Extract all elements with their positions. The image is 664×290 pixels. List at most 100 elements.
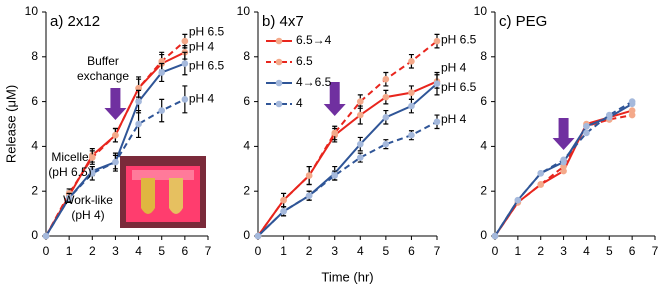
x-tick-label: 6 [408,244,415,258]
data-point [583,122,590,130]
y-tick-label: 0 [243,228,250,242]
annotation: Work-like [63,193,113,207]
legend-label: 6.5→4 [296,33,332,47]
data-point [331,129,339,137]
y-tick-label: 8 [31,49,38,63]
legend-label: 4 [296,96,303,110]
x-tick-label: 5 [383,244,390,258]
panel-title: b) 4x7 [262,13,304,30]
y-tick-label: 0 [480,228,487,242]
data-point [537,169,545,177]
data-point [135,120,142,128]
y-tick-label: 2 [31,183,38,197]
x-tick-label: 7 [434,244,441,258]
panel-title: a) 2x12 [50,13,100,30]
x-tick-label: 4 [135,244,142,258]
end-label: pH 6.5 [441,32,477,46]
y-tick-label: 4 [31,139,38,153]
end-label: pH 6.5 [189,59,225,73]
data-point [408,57,415,65]
data-point [181,96,189,103]
data-point [628,98,636,105]
annotation: Buffer [87,54,119,68]
end-label: pH 4 [189,39,215,53]
photo-tube [169,178,183,214]
data-point [158,107,166,114]
data-point [181,37,189,45]
y-tick-label: 0 [31,228,38,242]
data-point [65,194,73,202]
data-point [112,158,119,166]
data-point [88,169,96,177]
buffer-exchange-arrow [104,88,127,120]
x-tick-label: 7 [652,244,659,258]
end-label: pH 6.5 [441,80,477,94]
data-point [382,75,390,83]
y-tick-label: 10 [237,4,251,18]
y-tick-label: 4 [243,139,250,153]
y-axis-label: Release (μM) [3,85,18,163]
end-label: pH 4 [189,92,215,106]
y-tick-label: 10 [25,4,39,18]
data-point [628,111,636,119]
end-label: pH 4 [441,112,467,126]
data-point [382,113,390,121]
end-label: pH 4 [441,61,467,75]
y-tick-label: 10 [474,4,488,18]
x-tick-label: 1 [515,244,522,258]
data-point [181,60,189,67]
data-point [254,232,262,240]
end-label: pH 6.5 [189,24,225,38]
buffer-exchange-arrow [323,82,346,116]
data-point [305,172,313,179]
data-point [356,140,364,148]
y-tick-label: 4 [480,139,487,153]
data-point [305,192,313,199]
x-tick-label: 6 [629,244,636,258]
data-point [605,111,613,119]
panel-title: c) PEG [499,13,547,30]
annotation: Micelle [51,150,89,164]
y-tick-label: 2 [480,183,487,197]
data-point [583,129,590,137]
x-tick-label: 4 [583,244,590,258]
x-tick-label: 7 [205,244,212,258]
x-tick-label: 6 [182,244,189,258]
data-point [560,156,567,164]
series-line [257,120,438,237]
data-point [514,196,522,204]
annotation: (pH 6.5) [48,165,91,179]
data-point [433,80,441,87]
data-point [280,208,287,215]
legend-label: 4→6.5 [296,75,332,89]
data-point [356,111,364,119]
x-tick-label: 0 [43,244,50,258]
data-point [537,181,545,188]
data-point [42,232,50,240]
data-point [408,89,415,96]
y-tick-label: 8 [243,49,250,63]
data-point [158,69,166,76]
data-point [331,172,339,179]
inset-photo [120,156,206,228]
data-point [135,98,142,105]
x-tick-label: 1 [66,244,73,258]
data-point [88,154,96,161]
y-tick-label: 6 [480,94,487,108]
y-tick-label: 6 [31,94,38,108]
photo-rack-top [132,170,194,180]
data-point [382,140,390,148]
photo-tube [141,178,155,214]
data-point [382,93,390,101]
y-tick-label: 8 [480,49,487,63]
data-point [408,102,415,110]
buffer-exchange-arrow [552,118,575,150]
data-point [280,196,287,204]
series-line [257,80,438,237]
x-tick-label: 4 [357,244,364,258]
annotation: exchange [77,69,129,83]
x-tick-label: 5 [158,244,165,258]
legend-marker [275,37,283,45]
data-point [408,131,415,139]
data-point [112,131,119,139]
